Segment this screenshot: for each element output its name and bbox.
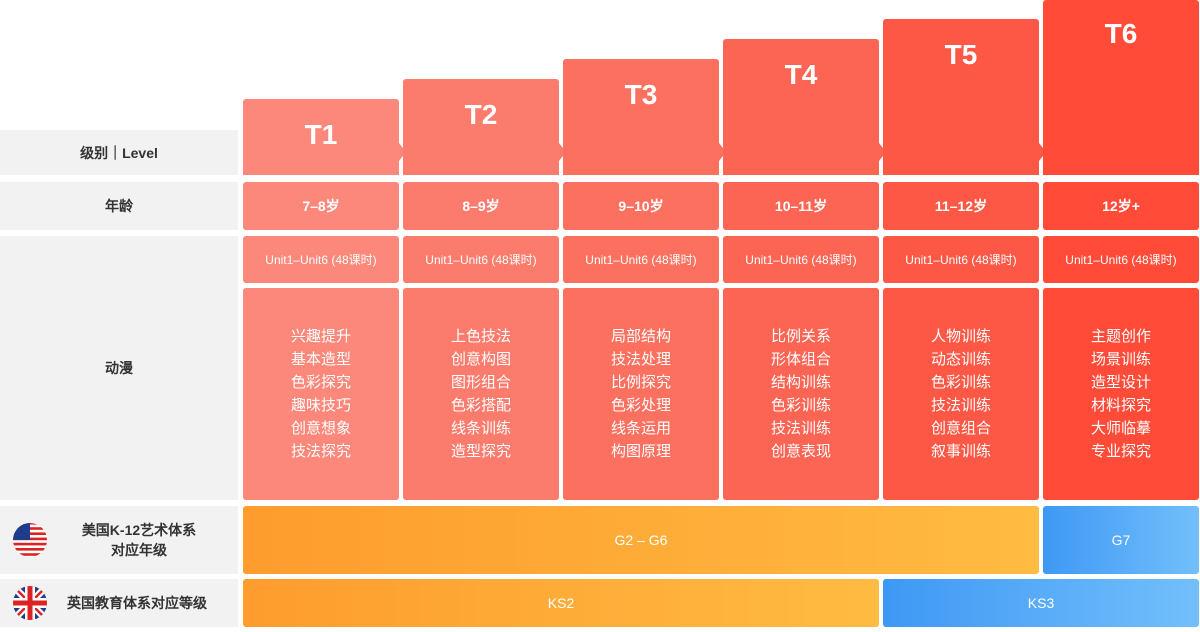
- header-arrow: [719, 143, 726, 161]
- topic: 技法处理: [610, 351, 671, 368]
- age: 7–8岁: [243, 182, 399, 230]
- topic: 线条训练: [450, 420, 511, 437]
- topics: 兴趣提升基本造型色彩探究趣味技巧创意想象技法探究: [243, 288, 399, 500]
- header-arrow: [879, 143, 886, 161]
- topic: 趣味技巧: [290, 397, 351, 414]
- topic: 色彩训练: [770, 397, 831, 414]
- us-label-line: 美国K-12艺术体系: [81, 522, 197, 538]
- topic: 基本造型: [290, 351, 351, 368]
- age: 9–10岁: [563, 182, 719, 230]
- header-arrow: [399, 143, 406, 161]
- topic: 大师临摹: [1090, 420, 1151, 437]
- units: Unit1–Unit6 (48课时): [403, 236, 559, 283]
- topic: 兴趣提升: [290, 328, 351, 345]
- topic: 创意组合: [930, 420, 991, 437]
- topic: 动态训练: [930, 351, 991, 368]
- us-label-line: 对应年级: [111, 542, 167, 558]
- topic: 创意想象: [290, 420, 351, 437]
- age-label: 年龄: [0, 182, 238, 230]
- level-header: T1: [243, 99, 399, 175]
- topic: 主题创作: [1090, 328, 1151, 345]
- units: Unit1–Unit6 (48课时): [243, 236, 399, 283]
- us-segment: G7: [1043, 506, 1199, 574]
- flag-icon: [13, 523, 47, 557]
- topic: 线条运用: [610, 420, 671, 437]
- topic: 专业探究: [1090, 443, 1151, 460]
- topic: 造型探究: [450, 443, 511, 460]
- topic: 色彩训练: [930, 374, 991, 391]
- units: Unit1–Unit6 (48课时): [1043, 236, 1199, 283]
- age: 10–11岁: [723, 182, 879, 230]
- units: Unit1–Unit6 (48课时): [723, 236, 879, 283]
- topic: 图形组合: [450, 374, 511, 391]
- topics: 主题创作场景训练造型设计材料探究大师临摹专业探究: [1043, 288, 1199, 500]
- topic: 创意表现: [770, 443, 831, 460]
- topic: 上色技法: [450, 328, 511, 345]
- topic: 局部结构: [610, 328, 671, 345]
- topics: 局部结构技法处理比例探究色彩处理线条运用构图原理: [563, 288, 719, 500]
- course-label: 动漫: [0, 236, 238, 500]
- topic: 创意构图: [450, 351, 511, 368]
- us-segment: G2 – G6: [243, 506, 1039, 574]
- level-header: T6: [1043, 0, 1199, 175]
- topic: 比例关系: [770, 328, 831, 345]
- uk-flag: [12, 585, 48, 621]
- topic: 技法训练: [770, 420, 831, 437]
- topic: 色彩探究: [290, 374, 351, 391]
- flag-icon: [13, 586, 47, 620]
- header-arrow: [559, 143, 566, 161]
- topic: 场景训练: [1090, 351, 1151, 368]
- uk-segment: KS3: [883, 579, 1199, 627]
- topics: 比例关系形体组合结构训练色彩训练技法训练创意表现: [723, 288, 879, 500]
- topic: 形体组合: [770, 351, 831, 368]
- age: 8–9岁: [403, 182, 559, 230]
- topics: 上色技法创意构图图形组合色彩搭配线条训练造型探究: [403, 288, 559, 500]
- topic: 结构训练: [770, 374, 831, 391]
- topic: 比例探究: [610, 374, 671, 391]
- units: Unit1–Unit6 (48课时): [563, 236, 719, 283]
- uk-segment: KS2: [243, 579, 879, 627]
- header-arrow: [1039, 143, 1046, 161]
- units: Unit1–Unit6 (48课时): [883, 236, 1039, 283]
- topic: 构图原理: [610, 443, 671, 460]
- topic: 叙事训练: [930, 443, 991, 460]
- topic: 色彩搭配: [450, 397, 511, 414]
- level-header: T4: [723, 39, 879, 175]
- level-header: T2: [403, 79, 559, 175]
- age: 11–12岁: [883, 182, 1039, 230]
- level-header: T3: [563, 59, 719, 175]
- topic: 技法探究: [290, 443, 351, 460]
- topic: 造型设计: [1090, 374, 1151, 391]
- us-flag: [12, 522, 48, 558]
- topic: 材料探究: [1090, 397, 1151, 414]
- level-label: 级别｜Level: [0, 130, 238, 175]
- topic: 人物训练: [930, 328, 991, 345]
- topic: 技法训练: [930, 397, 991, 414]
- topic: 色彩处理: [610, 397, 671, 414]
- level-header: T5: [883, 19, 1039, 175]
- age: 12岁+: [1043, 182, 1199, 230]
- topics: 人物训练动态训练色彩训练技法训练创意组合叙事训练: [883, 288, 1039, 500]
